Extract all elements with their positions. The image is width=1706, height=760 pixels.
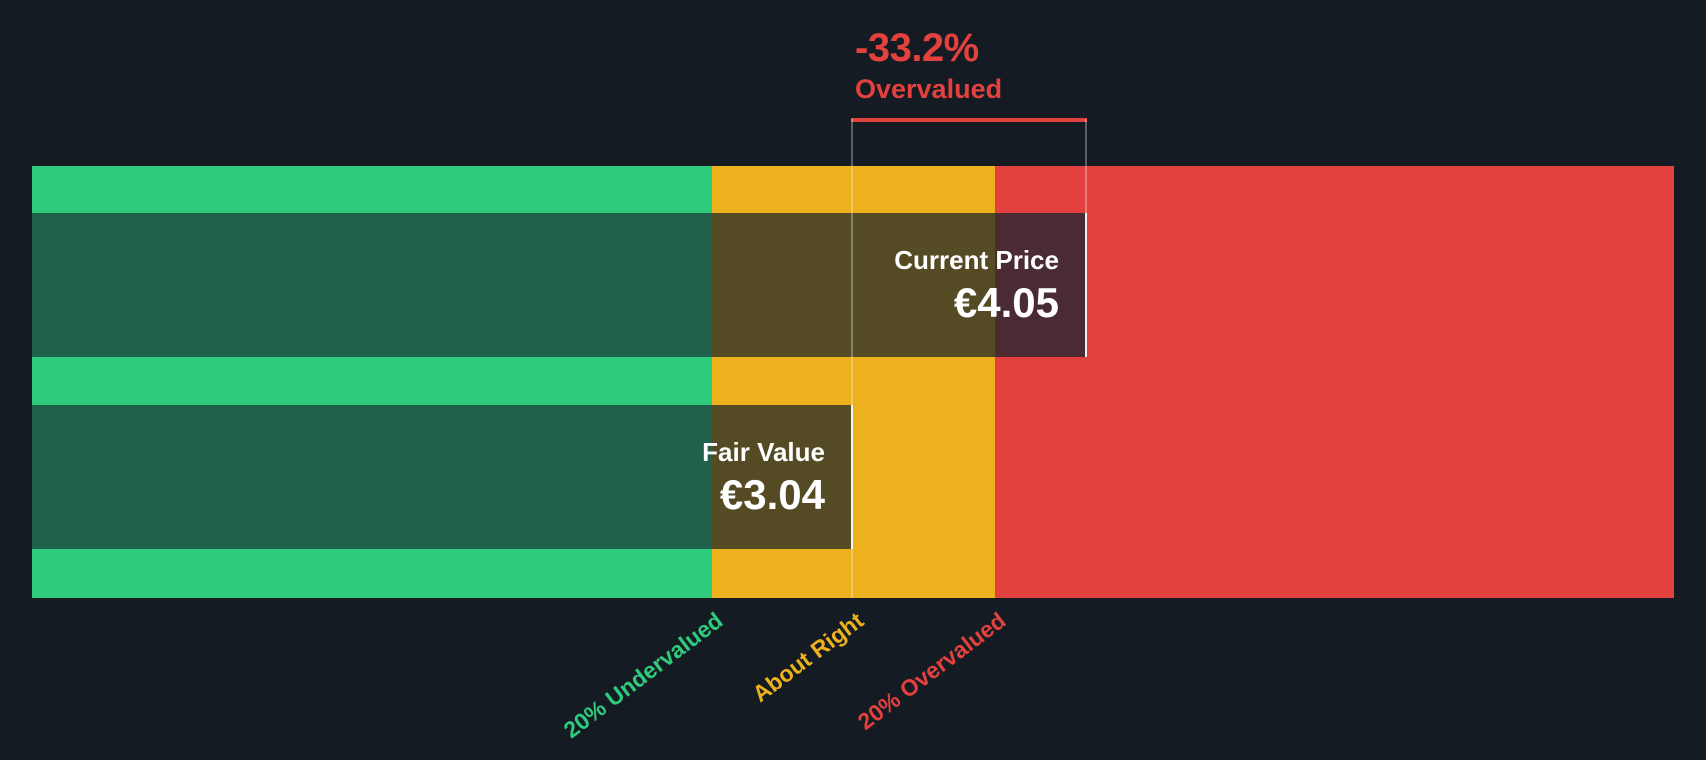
price-range-bracket bbox=[851, 118, 1087, 122]
zone-strip-bottom bbox=[32, 549, 1674, 598]
current-price-bar: Current Price €4.05 bbox=[32, 213, 1087, 357]
current-price-row: Current Price €4.05 bbox=[32, 213, 1674, 357]
zone-strip-top bbox=[32, 166, 1674, 213]
fair-value-value: €3.04 bbox=[719, 470, 825, 518]
fair-value-bar: Fair Value €3.04 bbox=[32, 405, 853, 549]
zone-strip-middle bbox=[32, 357, 1674, 405]
fair-value-row: Fair Value €3.04 bbox=[32, 405, 1674, 549]
discount-percentage: -33.2% bbox=[855, 26, 979, 70]
tick-label-undervalued: 20% Undervalued bbox=[558, 607, 728, 744]
current-price-value: €4.05 bbox=[953, 278, 1059, 326]
valuation-gauge-bar: Current Price €4.05 Fair Value €3.04 bbox=[32, 166, 1674, 598]
fair-value-marker-line bbox=[851, 119, 853, 598]
current-price-marker-line bbox=[1084, 119, 1087, 214]
discount-status: Overvalued bbox=[855, 74, 1003, 104]
valuation-annotation: -33.2% Overvalued bbox=[855, 26, 1002, 104]
tick-label-overvalued: 20% Overvalued bbox=[853, 607, 1011, 735]
fair-value-label: Fair Value bbox=[702, 436, 825, 467]
current-price-label: Current Price bbox=[894, 244, 1059, 275]
tick-label-about-right: About Right bbox=[747, 607, 869, 707]
